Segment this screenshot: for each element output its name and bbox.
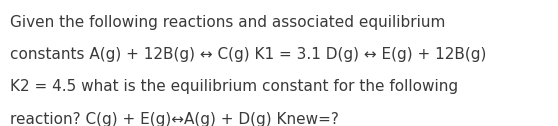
Text: reaction? C(g) + E(g)↔A(g) + D(g) Knew=?: reaction? C(g) + E(g)↔A(g) + D(g) Knew=?	[10, 112, 339, 126]
Text: K2 = 4.5 what is the equilibrium constant for the following: K2 = 4.5 what is the equilibrium constan…	[10, 79, 458, 94]
Text: constants A(g) + 12B(g) ↔ C(g) K1 = 3.1 D(g) ↔ E(g) + 12B(g): constants A(g) + 12B(g) ↔ C(g) K1 = 3.1 …	[10, 47, 487, 62]
Text: Given the following reactions and associated equilibrium: Given the following reactions and associ…	[10, 15, 445, 30]
